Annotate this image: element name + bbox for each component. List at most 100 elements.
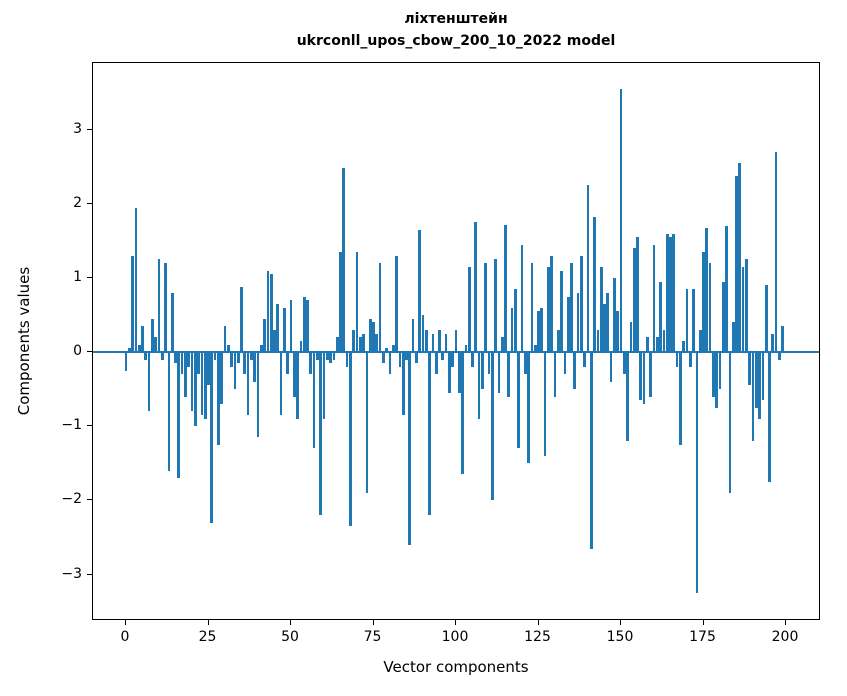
bar	[372, 322, 375, 353]
bar	[642, 352, 646, 404]
x-tick-label: 125	[524, 629, 551, 645]
bar	[464, 344, 468, 353]
bar	[662, 329, 666, 353]
bar	[708, 263, 712, 353]
bar	[332, 352, 336, 360]
bar	[147, 352, 151, 412]
bar	[141, 326, 144, 353]
bar	[754, 352, 758, 408]
x-tick-mark	[620, 620, 621, 625]
bar	[523, 352, 527, 375]
bar	[586, 185, 590, 353]
bar	[144, 352, 148, 360]
x-tick-label: 50	[281, 629, 299, 645]
bar	[487, 352, 491, 375]
bar	[355, 252, 359, 353]
bar	[771, 333, 775, 353]
bar	[725, 226, 728, 353]
bar	[335, 337, 339, 353]
bar	[203, 352, 207, 419]
bar	[679, 352, 682, 445]
bar	[253, 352, 256, 382]
y-tick-mark	[87, 276, 92, 278]
bar	[537, 311, 540, 353]
bar	[378, 263, 382, 353]
bar	[688, 352, 692, 367]
bar	[721, 281, 725, 353]
bar	[217, 352, 220, 445]
x-tick-mark	[290, 620, 291, 625]
bar	[457, 352, 461, 393]
bar	[319, 352, 322, 516]
x-tick-label: 150	[606, 629, 634, 645]
bar	[461, 352, 464, 475]
bar	[609, 352, 613, 382]
bar	[174, 352, 177, 364]
bar	[286, 352, 289, 375]
bar	[636, 237, 639, 353]
bar	[292, 352, 296, 397]
bar	[448, 352, 451, 393]
x-tick-mark	[207, 620, 209, 625]
bar	[626, 352, 629, 442]
bar	[236, 352, 240, 364]
bar	[342, 168, 346, 353]
x-tick-label: 0	[120, 629, 130, 645]
y-tick-label: 3	[73, 120, 82, 137]
bar	[695, 352, 699, 594]
bar	[540, 307, 544, 353]
bar	[306, 300, 309, 353]
bar	[705, 227, 709, 353]
bar	[408, 352, 412, 545]
bar	[296, 352, 299, 419]
x-tick-mark	[785, 620, 786, 625]
bar	[415, 352, 418, 364]
bar	[576, 292, 580, 353]
x-tick-mark	[372, 620, 374, 625]
bar	[289, 300, 293, 353]
zero-baseline	[93, 351, 819, 353]
bar	[444, 333, 448, 353]
bar	[728, 352, 732, 493]
x-axis-label: Vector components	[383, 658, 529, 676]
bar	[127, 348, 131, 353]
bar	[137, 344, 141, 353]
bar	[223, 326, 227, 353]
bar	[309, 352, 313, 375]
x-tick-mark	[702, 620, 704, 625]
plot-area	[92, 62, 820, 620]
bar	[573, 352, 577, 390]
bar	[553, 352, 557, 397]
y-axis-label: Components values	[15, 266, 33, 416]
bar	[382, 352, 385, 364]
bar	[157, 259, 161, 353]
x-tick-mark	[537, 620, 539, 625]
bar	[550, 255, 553, 353]
bar	[504, 224, 507, 353]
bar	[507, 352, 511, 397]
bar	[556, 329, 560, 353]
bar	[325, 352, 329, 360]
bar	[368, 318, 372, 353]
bar	[685, 289, 689, 353]
bar	[527, 352, 530, 464]
bar	[570, 263, 573, 353]
bar	[131, 255, 134, 353]
bar	[200, 352, 204, 416]
bar	[484, 263, 487, 353]
x-tick-label: 75	[363, 629, 382, 645]
bar	[388, 352, 392, 375]
bar	[160, 352, 164, 360]
x-tick-label: 175	[689, 629, 716, 645]
bar	[659, 281, 662, 353]
bar	[151, 318, 154, 353]
bar	[738, 163, 742, 353]
bar	[322, 352, 326, 419]
bar	[401, 352, 405, 416]
bar	[474, 222, 478, 353]
bar	[411, 318, 415, 353]
bar	[299, 341, 303, 353]
chart-title: ліхтенштейн ukrconll_upos_cbow_200_10_20…	[92, 8, 820, 53]
bar	[735, 175, 738, 353]
bar	[226, 344, 230, 353]
